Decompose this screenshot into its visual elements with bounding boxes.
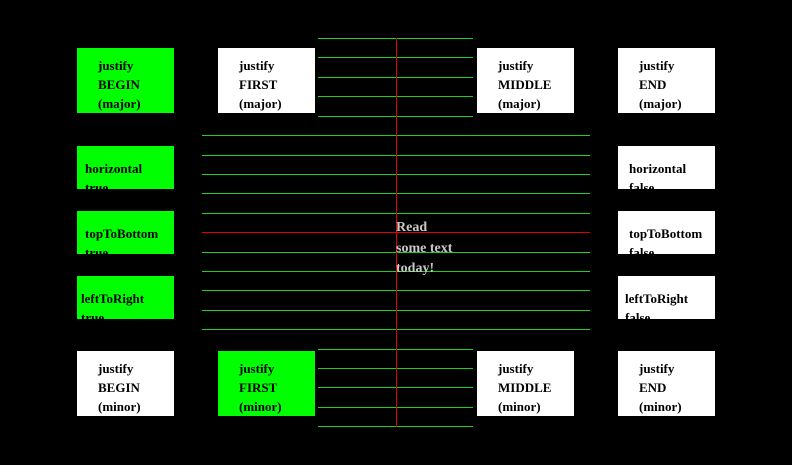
box-label-line: true [85, 245, 109, 254]
box-label-line: (major) [98, 96, 141, 111]
right-flags-box: leftToRight false [618, 276, 715, 319]
box-label-line: justify [98, 58, 134, 73]
vertical-axis-line [396, 38, 397, 427]
sample-text-line: some text [396, 240, 453, 256]
left-flags-box: leftToRight true [77, 276, 174, 319]
box-label-line: true [85, 180, 109, 189]
box-label-line: leftToRight [81, 291, 145, 306]
guide-line [318, 349, 473, 350]
box-label-line: (major) [498, 96, 541, 111]
box-label-line: topToBottom [629, 226, 703, 241]
box-label-line: (minor) [639, 399, 682, 414]
guide-line [318, 38, 473, 39]
box-label-line: MIDDLE [498, 380, 552, 395]
box-label-line: (major) [239, 96, 282, 111]
sample-text: Read some text today! [396, 218, 452, 280]
right-flags-box: horizontal false [618, 146, 715, 189]
left-flags-box: topToBottom true [77, 211, 174, 254]
justify-bottom-box: justify BEGIN (minor) [77, 351, 174, 416]
justify-bottom-box: justify MIDDLE (minor) [477, 351, 574, 416]
left-flags-box: horizontal true [77, 146, 174, 189]
justify-bottom-box: justify FIRST (minor) [218, 351, 315, 416]
box-label-line: false [629, 180, 655, 189]
guide-line [318, 426, 473, 427]
box-label-line: justify [239, 58, 275, 73]
box-label-line: justify [239, 361, 275, 376]
box-label-line: (minor) [98, 399, 141, 414]
sample-text-line: today! [396, 261, 435, 276]
guide-line [318, 407, 473, 408]
box-label-line: (major) [639, 96, 682, 111]
sample-text-line: Read [396, 220, 428, 235]
box-label-line: true [81, 310, 105, 319]
guide-line [318, 116, 473, 117]
box-label-line: justify [639, 58, 675, 73]
guide-line [318, 77, 473, 78]
box-label-line: BEGIN [98, 380, 140, 395]
justify-top-box: justify FIRST (major) [218, 48, 315, 113]
justify-top-box: justify END (major) [618, 48, 715, 113]
box-label-line: horizontal [629, 161, 687, 176]
justify-top-box: justify BEGIN (major) [77, 48, 174, 113]
box-label-line: (minor) [239, 399, 282, 414]
box-label-line: justify [639, 361, 675, 376]
box-label-line: (minor) [498, 399, 541, 414]
box-label-line: leftToRight [625, 291, 689, 306]
guide-line [318, 387, 473, 388]
right-flags-box: topToBottom false [618, 211, 715, 254]
box-label-line: BEGIN [98, 77, 140, 92]
guide-line [318, 57, 473, 58]
box-label-line: MIDDLE [498, 77, 552, 92]
guide-line [318, 368, 473, 369]
box-label-line: false [625, 310, 651, 319]
justify-bottom-box: justify END (minor) [618, 351, 715, 416]
box-label-line: END [639, 77, 667, 92]
box-label-line: horizontal [85, 161, 143, 176]
guide-line [318, 96, 473, 97]
box-label-line: justify [498, 361, 534, 376]
box-label-line: justify [498, 58, 534, 73]
justify-top-box: justify MIDDLE (major) [477, 48, 574, 113]
box-label-line: false [629, 245, 655, 254]
box-label-line: FIRST [239, 380, 278, 395]
box-label-line: justify [98, 361, 134, 376]
box-label-line: END [639, 380, 667, 395]
box-label-line: topToBottom [85, 226, 159, 241]
box-label-line: FIRST [239, 77, 278, 92]
